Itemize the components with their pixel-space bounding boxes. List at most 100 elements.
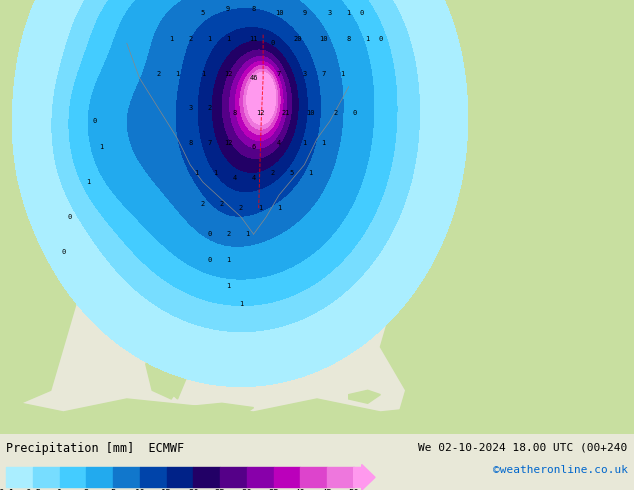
- Text: 7: 7: [277, 71, 281, 77]
- Ellipse shape: [249, 293, 259, 297]
- Polygon shape: [178, 403, 254, 416]
- Text: 1: 1: [309, 171, 313, 176]
- Text: 2: 2: [157, 71, 160, 77]
- Bar: [6, 467, 33, 487]
- Text: 1: 1: [100, 145, 103, 150]
- Text: 4: 4: [233, 175, 236, 181]
- Ellipse shape: [314, 345, 320, 348]
- Text: 1: 1: [214, 171, 217, 176]
- Text: 1: 1: [226, 36, 230, 42]
- Text: 21: 21: [281, 110, 290, 116]
- Text: 4: 4: [252, 175, 256, 181]
- Polygon shape: [152, 225, 203, 399]
- Bar: [86, 467, 113, 487]
- Text: 1: 1: [258, 205, 262, 211]
- Bar: [301, 467, 327, 487]
- Text: 2: 2: [207, 105, 211, 111]
- Text: 1: 1: [226, 283, 230, 289]
- Text: 0: 0: [359, 10, 363, 16]
- Polygon shape: [114, 0, 349, 304]
- Text: 10: 10: [275, 10, 283, 16]
- Bar: [220, 467, 247, 487]
- Text: 1: 1: [321, 140, 325, 146]
- Text: 8: 8: [188, 140, 192, 146]
- Text: 6: 6: [252, 145, 256, 150]
- Text: 0: 0: [207, 257, 211, 263]
- Ellipse shape: [288, 280, 295, 284]
- Text: 1: 1: [195, 171, 198, 176]
- Text: 5: 5: [201, 10, 205, 16]
- Text: 1: 1: [340, 71, 344, 77]
- Text: 0: 0: [378, 36, 382, 42]
- Ellipse shape: [301, 311, 307, 314]
- Text: 2: 2: [271, 171, 275, 176]
- Text: 8: 8: [347, 36, 351, 42]
- Text: 1: 1: [366, 36, 370, 42]
- Text: 9: 9: [226, 6, 230, 12]
- Text: 4: 4: [277, 140, 281, 146]
- Bar: [140, 467, 167, 487]
- Text: 0: 0: [61, 248, 65, 254]
- Text: 0: 0: [207, 231, 211, 237]
- Text: 1: 1: [347, 10, 351, 16]
- Polygon shape: [349, 0, 393, 87]
- Text: 1: 1: [277, 205, 281, 211]
- Text: 46: 46: [249, 75, 258, 81]
- Text: 1: 1: [302, 140, 306, 146]
- Text: 12: 12: [224, 140, 233, 146]
- Text: 2: 2: [239, 205, 243, 211]
- Text: 0: 0: [271, 40, 275, 47]
- Ellipse shape: [226, 311, 231, 314]
- Text: 2: 2: [334, 110, 338, 116]
- Bar: [167, 467, 193, 487]
- Polygon shape: [0, 0, 139, 434]
- Text: 2: 2: [201, 201, 205, 207]
- Bar: [247, 467, 273, 487]
- Ellipse shape: [238, 345, 244, 348]
- Text: 0: 0: [93, 119, 97, 124]
- Bar: [60, 467, 86, 487]
- FancyArrow shape: [354, 465, 375, 490]
- Text: 1: 1: [245, 231, 249, 237]
- Bar: [193, 467, 220, 487]
- Text: 2: 2: [188, 36, 192, 42]
- Text: 1: 1: [239, 300, 243, 307]
- Text: 1: 1: [201, 71, 205, 77]
- Text: 1: 1: [87, 179, 91, 185]
- Text: 9: 9: [302, 10, 306, 16]
- Text: 2: 2: [220, 201, 224, 207]
- Text: 3: 3: [328, 10, 332, 16]
- Polygon shape: [368, 0, 634, 434]
- Text: 0: 0: [353, 110, 357, 116]
- Polygon shape: [0, 399, 634, 434]
- Text: 2: 2: [226, 231, 230, 237]
- Text: We 02-10-2024 18.00 UTC (00+240: We 02-10-2024 18.00 UTC (00+240: [418, 442, 628, 452]
- Bar: [33, 467, 60, 487]
- Bar: [113, 467, 140, 487]
- Text: 20: 20: [294, 36, 302, 42]
- Polygon shape: [146, 338, 184, 399]
- Text: 8: 8: [233, 110, 236, 116]
- Text: 10: 10: [319, 36, 328, 42]
- Text: 3: 3: [302, 71, 306, 77]
- Text: 7: 7: [321, 71, 325, 77]
- Bar: [273, 467, 301, 487]
- Polygon shape: [349, 390, 380, 403]
- Text: 12: 12: [224, 71, 233, 77]
- Text: ©weatheronline.co.uk: ©weatheronline.co.uk: [493, 465, 628, 475]
- Text: 1: 1: [169, 36, 173, 42]
- Text: 3: 3: [188, 105, 192, 111]
- Ellipse shape: [276, 323, 282, 327]
- Text: 8: 8: [252, 6, 256, 12]
- Text: Precipitation [mm]  ECMWF: Precipitation [mm] ECMWF: [6, 442, 184, 455]
- Bar: [327, 467, 354, 487]
- Ellipse shape: [327, 302, 332, 305]
- Text: 1: 1: [226, 257, 230, 263]
- Text: 5: 5: [290, 171, 294, 176]
- Text: 0: 0: [68, 214, 72, 220]
- Polygon shape: [32, 195, 63, 282]
- Text: 1: 1: [176, 71, 179, 77]
- Text: 12: 12: [256, 110, 264, 116]
- Text: 7: 7: [207, 140, 211, 146]
- Text: 11: 11: [249, 36, 258, 42]
